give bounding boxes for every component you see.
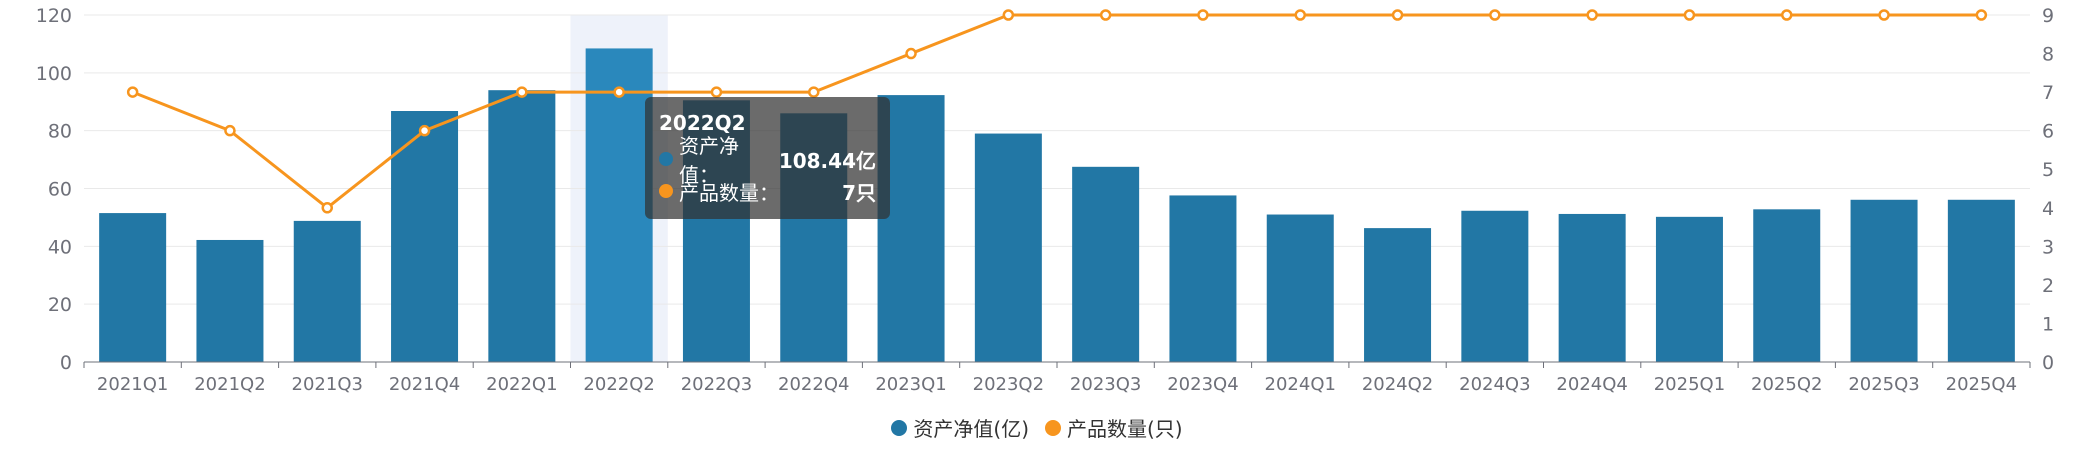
tooltip-label-net-asset: 资产净值：	[679, 134, 739, 187]
y-right-tick-label: 2	[2042, 275, 2054, 297]
bar	[1266, 214, 1334, 362]
y-left-tick-label: 60	[48, 179, 72, 201]
bar	[1461, 210, 1529, 362]
x-tick-label: 2021Q4	[389, 374, 460, 395]
x-tick-label: 2023Q4	[1167, 374, 1238, 395]
legend-item-net-asset[interactable]: 资产净值(亿)	[891, 413, 1029, 442]
line-point	[418, 124, 431, 137]
x-tick-label: 2023Q3	[1070, 374, 1141, 395]
line-point	[1683, 9, 1696, 21]
x-tick-label: 2023Q1	[875, 374, 946, 395]
x-tick-label: 2024Q4	[1556, 374, 1627, 395]
x-tick-label: 2023Q2	[973, 374, 1044, 395]
bar	[1558, 213, 1626, 362]
x-tick-label: 2021Q2	[194, 374, 265, 395]
y-right-tick-label: 5	[2042, 159, 2054, 181]
x-tick-label: 2025Q2	[1751, 374, 1822, 395]
bar	[974, 133, 1042, 362]
bar	[1947, 199, 2015, 362]
x-tick-label: 2021Q3	[292, 374, 363, 395]
bar	[585, 48, 653, 362]
x-tick-label: 2025Q1	[1654, 374, 1725, 395]
tooltip-row-product-count: 产品数量： 7只	[659, 175, 876, 207]
line-point	[321, 202, 333, 214]
y-right-tick-label: 4	[2042, 198, 2054, 220]
line-point	[1975, 9, 1988, 21]
y-right-tick-label: 1	[2042, 313, 2054, 335]
y-left-tick-label: 80	[48, 121, 72, 143]
tooltip-dot-product-count	[659, 184, 673, 198]
line-point	[1294, 9, 1306, 21]
tooltip: 2022Q2 资产净值： 108.44亿 产品数量： 7只	[645, 97, 890, 219]
bar	[1072, 166, 1140, 362]
y-left-tick-label: 20	[48, 294, 72, 316]
legend-label-net-asset: 资产净值(亿)	[913, 417, 1029, 441]
bar	[1655, 216, 1723, 362]
line-point	[1878, 9, 1890, 21]
line-point	[1489, 9, 1501, 21]
line-point	[516, 86, 528, 98]
y-left-tick-label: 100	[36, 63, 72, 85]
line-point	[1586, 9, 1598, 21]
line-point	[1391, 9, 1404, 21]
x-tick-label: 2022Q2	[583, 374, 654, 395]
x-tick-label: 2024Q2	[1362, 374, 1433, 395]
bar	[488, 90, 556, 362]
line-point	[126, 86, 139, 98]
line-point	[613, 86, 625, 98]
line-point	[1781, 9, 1793, 21]
line-point	[1197, 9, 1209, 21]
bar	[1753, 209, 1821, 362]
y-right-tick-label: 7	[2042, 82, 2054, 104]
line-point	[905, 47, 917, 60]
line-point	[1002, 9, 1015, 21]
y-left-tick-label: 40	[48, 236, 72, 258]
x-tick-label: 2022Q4	[778, 374, 849, 395]
tooltip-value-product-count: 7只	[842, 180, 876, 205]
legend: 资产净值(亿) 产品数量(只)	[0, 413, 2074, 442]
legend-label-product-count: 产品数量(只)	[1067, 417, 1183, 441]
bar	[1850, 199, 1918, 362]
y-right-tick-label: 9	[2042, 5, 2054, 27]
bar	[1169, 195, 1237, 362]
tooltip-row-net-asset: 资产净值： 108.44亿	[659, 134, 876, 187]
x-tick-label: 2022Q1	[486, 374, 557, 395]
bar	[293, 220, 361, 362]
line-point	[808, 86, 820, 98]
legend-dot-net-asset	[891, 419, 908, 436]
legend-item-product-count[interactable]: 产品数量(只)	[1045, 413, 1183, 442]
x-tick-label: 2025Q3	[1848, 374, 1919, 395]
tooltip-title: 2022Q2	[659, 111, 746, 135]
x-tick-label: 2024Q3	[1459, 374, 1530, 395]
tooltip-dot-net-asset	[659, 152, 673, 166]
bar	[391, 111, 459, 363]
y-right-tick-label: 0	[2042, 352, 2054, 374]
line-point	[224, 124, 236, 137]
bar	[99, 213, 167, 362]
tooltip-label-product-count: 产品数量：	[679, 180, 779, 205]
y-left-tick-label: 120	[36, 5, 72, 27]
legend-dot-product-count	[1045, 419, 1061, 436]
tooltip-value-net-asset: 108.44亿	[778, 148, 876, 173]
y-right-tick-label: 3	[2042, 236, 2054, 258]
line-product-count	[132, 13, 1982, 210]
y-right-tick-label: 8	[2042, 44, 2054, 66]
line-point	[710, 86, 723, 98]
x-tick-label: 2025Q4	[1946, 374, 2017, 395]
y-right-tick-label: 6	[2042, 121, 2054, 143]
x-tick-label: 2021Q1	[97, 374, 168, 395]
bar	[196, 239, 264, 362]
x-tick-label: 2022Q3	[681, 374, 752, 395]
bar	[1364, 228, 1432, 362]
y-left-tick-label: 0	[60, 352, 72, 374]
line-point	[1099, 9, 1112, 21]
x-tick-label: 2024Q1	[1265, 374, 1336, 395]
